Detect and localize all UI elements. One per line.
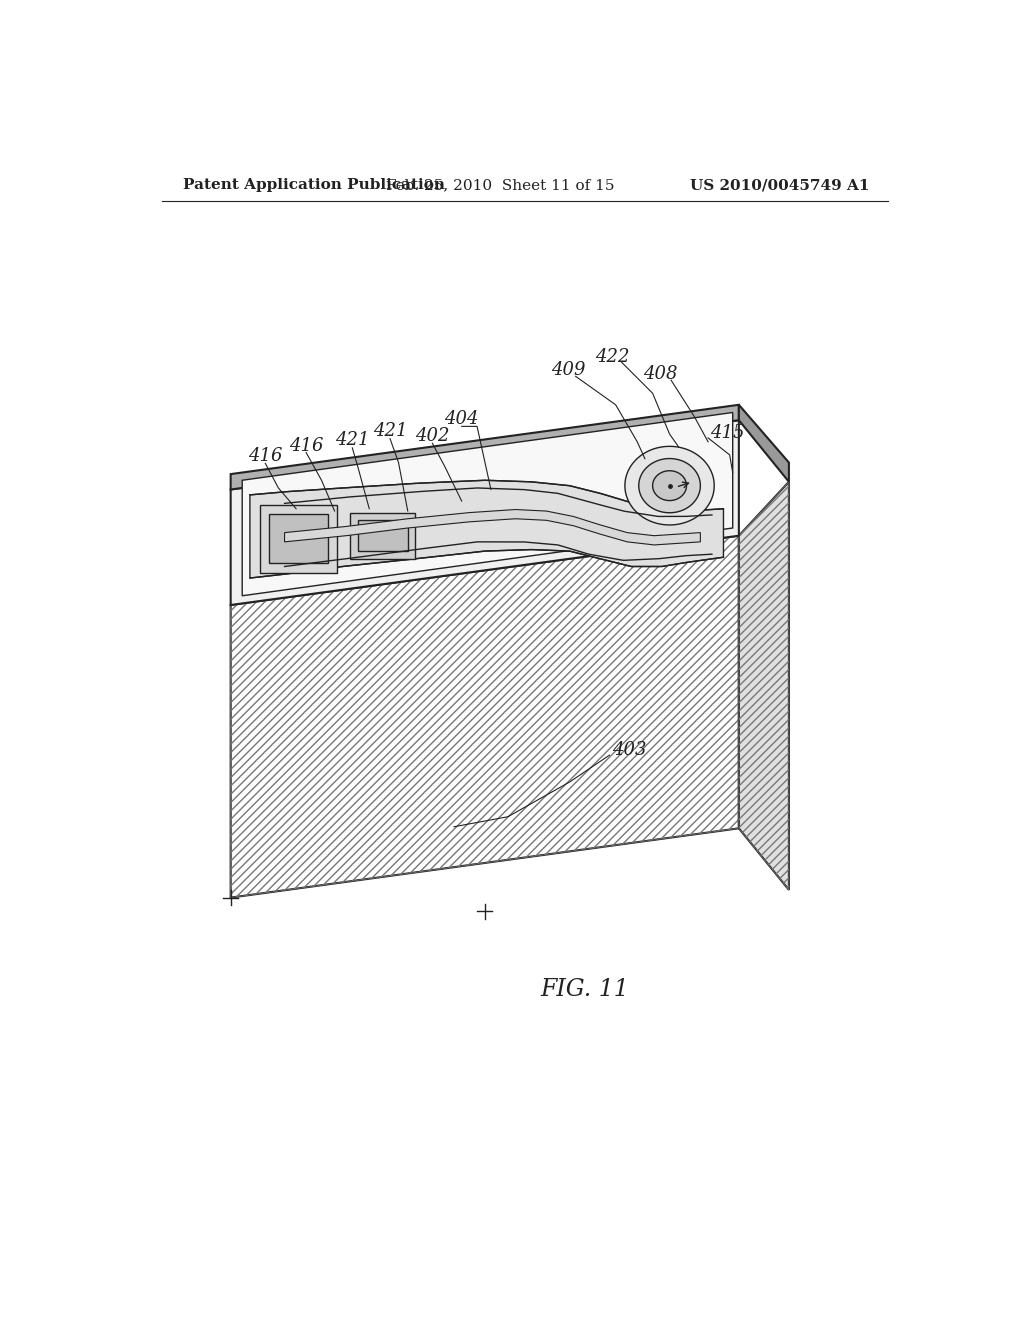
Text: US 2010/0045749 A1: US 2010/0045749 A1 bbox=[690, 178, 869, 193]
Text: 421: 421 bbox=[373, 422, 408, 440]
Polygon shape bbox=[230, 420, 739, 605]
Polygon shape bbox=[625, 446, 714, 525]
Polygon shape bbox=[357, 520, 408, 552]
Polygon shape bbox=[350, 512, 416, 558]
Polygon shape bbox=[243, 412, 733, 595]
Text: FIG. 11: FIG. 11 bbox=[541, 978, 629, 1002]
Text: 415: 415 bbox=[710, 424, 744, 441]
Text: 408: 408 bbox=[643, 366, 678, 383]
Text: Feb. 25, 2010  Sheet 11 of 15: Feb. 25, 2010 Sheet 11 of 15 bbox=[386, 178, 614, 193]
Text: 402: 402 bbox=[415, 426, 450, 445]
Text: 403: 403 bbox=[612, 741, 647, 759]
Text: 422: 422 bbox=[595, 348, 629, 366]
Text: Patent Application Publication: Patent Application Publication bbox=[183, 178, 444, 193]
Polygon shape bbox=[739, 482, 788, 890]
Text: 416: 416 bbox=[248, 446, 283, 465]
Polygon shape bbox=[230, 405, 739, 490]
Polygon shape bbox=[260, 506, 337, 573]
Polygon shape bbox=[639, 458, 700, 512]
Polygon shape bbox=[269, 515, 328, 564]
Polygon shape bbox=[250, 480, 724, 578]
Text: 416: 416 bbox=[289, 437, 324, 454]
Text: 409: 409 bbox=[551, 362, 585, 379]
Text: 421: 421 bbox=[335, 432, 370, 449]
Polygon shape bbox=[739, 405, 788, 482]
Polygon shape bbox=[652, 471, 686, 500]
Polygon shape bbox=[285, 510, 700, 545]
Polygon shape bbox=[230, 536, 739, 898]
Text: 404: 404 bbox=[444, 409, 479, 428]
